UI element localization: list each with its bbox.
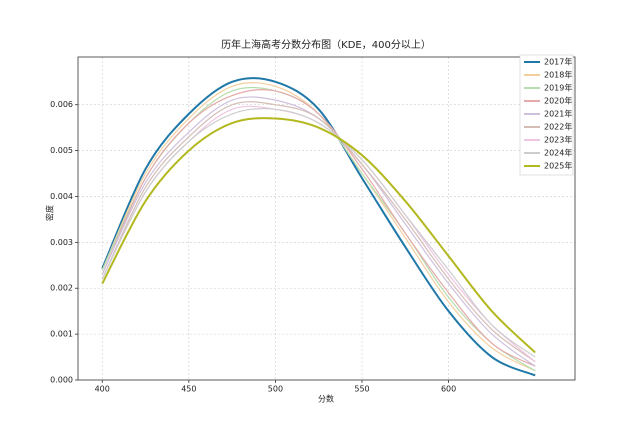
legend-label: 2022年 [544,122,572,132]
series-line [101,108,536,358]
x-tick-label: 500 [268,385,283,394]
axes-frame [77,56,576,381]
series-line [101,82,536,372]
x-tick-label: 400 [95,385,110,394]
legend-label: 2020年 [544,96,572,106]
y-tick-label: 0.003 [50,238,73,247]
series-line [101,89,536,367]
legend-label: 2021年 [544,109,572,119]
series-line [101,77,536,377]
legend-label: 2024年 [544,148,572,158]
x-tick-label: 600 [441,385,456,394]
x-axis-label: 分数 [318,394,334,404]
legend-label: 2025年 [544,161,572,171]
x-tick-label: 550 [354,385,369,394]
y-tick-label: 0.004 [50,192,73,201]
y-tick-label: 0.000 [50,376,73,385]
legend-label: 2017年 [544,57,572,67]
plot-area [78,57,575,381]
y-axis-label: 密度 [45,205,55,221]
y-tick-label: 0.005 [50,146,73,155]
legend-label: 2019年 [544,83,572,93]
legend-label: 2023年 [544,135,572,145]
y-tick-label: 0.002 [50,284,73,293]
legend-label: 2018年 [544,70,572,80]
y-tick-label: 0.001 [50,330,73,339]
y-tick-label: 0.006 [50,100,73,109]
series-line [101,117,536,354]
series-line [101,101,536,363]
x-tick-label: 450 [181,385,196,394]
chart-title: 历年上海高考分数分布图（KDE，400分以上） [221,38,431,51]
